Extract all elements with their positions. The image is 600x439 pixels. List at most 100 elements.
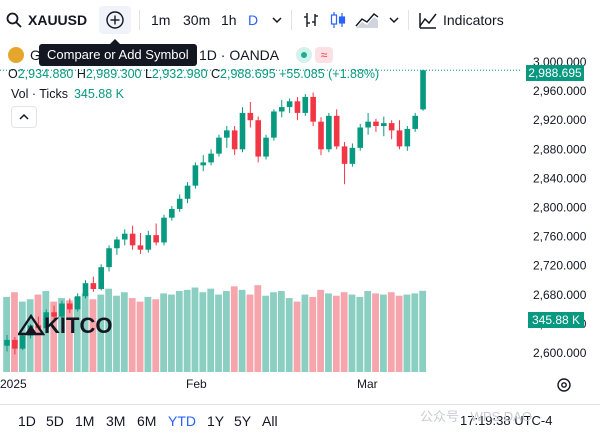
candle [200,155,207,172]
volume-bar [97,294,105,372]
range-6m[interactable]: 6M [137,413,157,429]
time-label-feb: Feb [186,377,207,391]
candles-style-icon[interactable] [328,10,348,30]
volume-bar [81,293,89,372]
range-1d[interactable]: 1D [18,413,36,429]
candle [74,293,81,312]
data-delay-badge[interactable]: ≈ [315,47,333,63]
candle [341,142,348,185]
interval-30m[interactable]: 30m [183,12,211,28]
low-label: L [144,67,152,81]
gold-symbol-icon [8,47,24,63]
volume-bar [128,298,136,372]
volume-bar [66,300,73,372]
price-tick-label: 2,960.000 [533,84,587,98]
volume-label: Vol · Ticks [11,87,68,101]
symbol-search-button[interactable]: XAUUSD [6,0,87,40]
symbol-name: XAUUSD [28,12,88,28]
volume-bar [301,294,309,372]
area-style-icon[interactable] [354,10,380,30]
volume-bar [356,296,364,372]
toolbar-divider [139,10,140,30]
volume-bar [113,295,120,372]
volume-bars [3,285,427,372]
last-price-label: 2,988.695 [526,65,584,81]
volume-bar [160,293,167,372]
volume-bar [317,289,324,372]
candle [208,149,214,166]
price-tick-label: 2,880.000 [533,142,587,156]
candle [82,280,89,299]
volume-bar [419,290,427,372]
range-ytd[interactable]: YTD [168,413,196,429]
range-1m[interactable]: 1M [75,413,95,429]
volume-bar [73,296,81,372]
interval-1m[interactable]: 1m [151,12,171,28]
chevron-down-icon[interactable] [384,10,404,30]
candle [231,126,238,156]
candle [216,134,222,157]
high-value: 2,989.300 [85,67,142,81]
kitco-wordmark: KITCO [44,313,112,336]
close-value: 2,988.695 [220,67,276,81]
candle [4,334,10,352]
volume-value: 345.88 K [73,87,125,101]
candle [106,245,112,272]
ohlc-values: O2,934.880 H2,989.300 L2,932.980 C2,988.… [8,67,379,81]
chevron-down-icon[interactable] [267,10,287,30]
candlestick-series [4,69,426,355]
interval-d[interactable]: D [248,12,259,28]
volume-bar [277,291,285,372]
volume-legend: Vol · Ticks 345.88 K [11,87,124,101]
volume-bar [364,291,372,372]
indicators-icon[interactable] [418,10,438,30]
legend-symbol[interactable]: G [8,46,41,64]
candle [381,116,387,137]
volume-bar [395,295,403,372]
price-tick-label: 2,680.000 [533,288,587,302]
candle [420,69,426,111]
range-all[interactable]: All [262,413,278,429]
interval-1h[interactable]: 1h [221,12,237,28]
candle [357,123,364,151]
volume-bar [105,288,113,372]
candle [121,229,128,246]
date-range-bar: 1D 5D 1M 3M 6M YTD 1Y 5Y All 17:19:38 UT… [0,404,600,439]
volume-bar [223,291,230,372]
volume-bar [309,296,317,372]
volume-bar [152,299,160,372]
price-tick-label: 2,840.000 [533,171,587,185]
compare-add-symbol-button[interactable] [99,6,131,34]
volume-bar [42,291,50,372]
range-3m[interactable]: 3M [106,413,126,429]
candle [192,162,199,189]
volume-bar [325,293,332,372]
candle [294,96,301,121]
candle [43,309,50,332]
price-tick-label: 2,760.000 [533,230,587,244]
price-chart[interactable]: 3,000.0002,960.0002,920.0002,880.0002,84… [0,0,600,404]
legend-title[interactable]: 1D · OANDA [199,47,280,63]
volume-bar [136,301,144,372]
price-tick-label: 2,600.000 [533,346,587,360]
range-5d[interactable]: 5D [46,413,64,429]
candle [333,109,340,150]
time-readout[interactable]: 17:19:38 UTC-4 [460,413,553,428]
candle [59,300,65,320]
collapse-legend-button[interactable] [11,106,37,128]
chevron-up-icon [19,113,29,120]
candle [271,109,277,141]
range-1y[interactable]: 1Y [207,413,225,429]
range-5y[interactable]: 5Y [234,413,252,429]
market-open-icon[interactable] [296,47,312,63]
settings-gear-icon[interactable] [555,376,573,394]
bar-style-icon[interactable] [301,10,321,30]
indicators-button[interactable]: Indicators [443,12,504,28]
candle [153,223,159,246]
volume-bar [175,291,183,372]
volume-bar [270,292,277,372]
volume-bar [144,296,152,372]
volume-bar [387,292,395,372]
candle [90,276,97,292]
volume-bar [332,295,340,372]
